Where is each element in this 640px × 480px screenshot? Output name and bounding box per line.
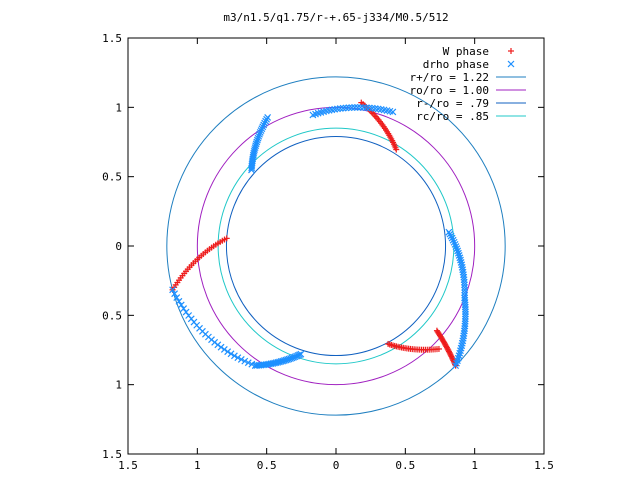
- series-1-point: [461, 286, 469, 294]
- series-1-point: [180, 305, 188, 312]
- legend-marker-series-0: [508, 48, 514, 54]
- series-1-point: [461, 289, 469, 297]
- axes-layer: 1.5 1 0.5 0 0.5 1 1.51.510.500.511.5: [102, 32, 554, 472]
- series-1-point: [348, 104, 356, 111]
- x-tick-label: 1.5: [534, 459, 554, 472]
- series-1-point: [264, 114, 272, 121]
- series-1-point: [454, 247, 462, 255]
- series-1-point: [173, 294, 181, 301]
- series-1-point: [297, 350, 305, 358]
- series-1-point: [230, 352, 238, 360]
- series-1-point: [234, 354, 242, 362]
- series-1-point: [458, 339, 466, 347]
- series-1-point: [253, 136, 261, 144]
- series-1-point: [450, 238, 458, 246]
- series-1-point: [447, 232, 455, 240]
- y-tick-label: 0.5: [102, 171, 122, 184]
- series-1-point: [261, 119, 269, 127]
- circle-1: [196, 106, 476, 386]
- series-1-point: [339, 104, 347, 112]
- series-1-point: [251, 144, 259, 152]
- legend-label-series-0: W phase: [443, 45, 489, 58]
- series-1-point: [360, 104, 367, 111]
- series-1-point: [461, 281, 468, 289]
- y-tick-label: 0.5: [102, 309, 122, 322]
- y-tick-label: 1.5: [102, 32, 122, 45]
- legend-marker-series-1: [507, 60, 515, 68]
- series-1-point: [451, 240, 459, 248]
- series-1-point: [260, 121, 268, 129]
- series-0-point: [393, 146, 400, 153]
- series-1-point: [241, 357, 249, 365]
- series-1-point: [357, 104, 364, 111]
- x-tick-label: 0: [333, 459, 340, 472]
- series-1-point: [169, 286, 177, 294]
- series-1-point: [252, 140, 260, 148]
- series-1-point: [244, 359, 252, 367]
- series-1-point: [452, 243, 460, 250]
- circle-0: [166, 76, 506, 416]
- y-tick-label: 1: [115, 101, 122, 114]
- series-1-point: [224, 348, 232, 356]
- series-1-point: [255, 132, 263, 140]
- series-1-point: [461, 284, 469, 291]
- series-1-point: [259, 123, 267, 131]
- series-1-point: [254, 134, 262, 142]
- legend-label-circle-0: r+/ro = 1.22: [410, 71, 489, 84]
- series-1-point: [449, 236, 457, 244]
- x-tick-label: 0.5: [395, 459, 415, 472]
- series-1-point: [342, 104, 350, 112]
- series-1-point: [220, 346, 228, 353]
- x-tick-label: 0.5: [257, 459, 277, 472]
- x-tick-label: 1: [471, 459, 478, 472]
- series-1-point: [253, 138, 261, 146]
- points-layer: [169, 99, 469, 370]
- series-1-point: [351, 104, 359, 111]
- series-1-point: [171, 290, 179, 298]
- series-1-point: [345, 104, 353, 112]
- series-1-point: [389, 108, 397, 116]
- chart-title: m3/n1.5/q1.75/r-+.65-j334/M0.5/512: [223, 11, 448, 24]
- y-tick-label: 1.5: [102, 448, 122, 461]
- x-tick-label: 1.5: [118, 459, 138, 472]
- legend-label-circle-2: r-/ro = .79: [416, 97, 489, 110]
- series-1-point: [182, 308, 190, 316]
- series-1-point: [454, 249, 462, 257]
- circle-2: [225, 135, 447, 357]
- series-0-point: [435, 345, 442, 352]
- series-1-point: [256, 129, 264, 136]
- series-1-point: [448, 234, 456, 242]
- series-1-point: [252, 142, 260, 150]
- series-1-point: [262, 117, 270, 125]
- series-1-point: [458, 342, 466, 350]
- series-1-point: [237, 356, 245, 363]
- series-1-point: [459, 337, 467, 345]
- x-tick-label: 1: [194, 459, 201, 472]
- series-1-point: [354, 103, 362, 111]
- series-1-point: [256, 130, 263, 138]
- series-1-point: [453, 245, 461, 253]
- series-1-point: [460, 278, 468, 286]
- series-1-point: [446, 230, 454, 238]
- legend-label-circle-1: ro/ro = 1.00: [410, 84, 489, 97]
- legend-label-series-1: drho phase: [423, 58, 489, 71]
- series-1-point: [227, 350, 235, 358]
- series-1-point: [248, 360, 256, 368]
- series-1-point: [177, 301, 185, 309]
- series-1-point: [457, 344, 465, 352]
- y-tick-label: 0: [115, 240, 122, 253]
- series-1-point: [217, 343, 225, 351]
- legend-label-circle-3: rc/ro = .85: [416, 110, 489, 123]
- y-tick-label: 1: [115, 379, 122, 392]
- series-1-point: [258, 125, 266, 133]
- series-1-point: [175, 297, 183, 305]
- series-1-point: [452, 362, 460, 370]
- series-1-point: [257, 127, 265, 135]
